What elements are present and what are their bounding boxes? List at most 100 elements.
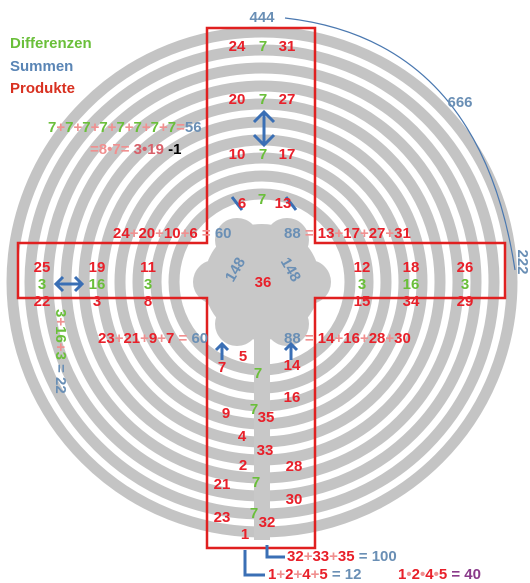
equation-part: + xyxy=(360,225,369,242)
number: 24 xyxy=(229,38,246,55)
number: 3 xyxy=(93,293,101,310)
equation-part: + xyxy=(276,566,285,583)
number: 7 xyxy=(259,91,267,108)
equation-part: + xyxy=(181,225,190,242)
equation-part: + xyxy=(130,225,139,242)
equation-part: = xyxy=(198,225,215,242)
equation-part: 23 xyxy=(98,330,115,347)
number: 32 xyxy=(259,514,276,531)
number: 5 xyxy=(239,348,247,365)
equation-part: 2 xyxy=(412,566,420,583)
arc-label: 666 xyxy=(447,94,472,111)
equation-part: 7 xyxy=(116,119,124,136)
number: 9 xyxy=(222,405,230,422)
equation-part: = xyxy=(301,330,318,347)
number: 20 xyxy=(229,91,246,108)
number: 15 xyxy=(354,293,371,310)
equation: 23+21+9+7 = 60 xyxy=(98,330,208,347)
equation-part: + xyxy=(108,119,117,136)
equation-part: 3 xyxy=(52,352,69,360)
equation-part: + xyxy=(115,330,124,347)
equation-part: 24 xyxy=(113,225,130,242)
number: 6 xyxy=(238,195,246,212)
number: 33 xyxy=(257,442,274,459)
equation-part: 60 xyxy=(215,225,232,242)
number: 7 xyxy=(254,365,262,382)
equation: =8•7= 3•19 -1 xyxy=(90,141,181,158)
number: 3 xyxy=(461,276,469,293)
equation-part: 7 xyxy=(134,119,142,136)
number: 7 xyxy=(258,191,266,208)
equation-part: 6 xyxy=(189,225,197,242)
number: 16 xyxy=(403,276,420,293)
arc-label: 222 xyxy=(514,249,530,274)
equation-part: 30 xyxy=(394,330,411,347)
equation-part: 35 xyxy=(338,548,355,565)
equation-part: + xyxy=(140,330,149,347)
equation-part: + xyxy=(52,343,69,352)
equation-part: 7 xyxy=(48,119,56,136)
equation-part: + xyxy=(293,566,302,583)
equation-part: + xyxy=(334,225,343,242)
number: 18 xyxy=(403,259,420,276)
arc-label: 444 xyxy=(249,9,275,26)
number: 36 xyxy=(255,274,272,291)
equation: 1•2•4•5 = 40 xyxy=(398,566,481,583)
number: 17 xyxy=(279,146,296,163)
labyrinth-diagram: Differenzen Summen Produkte 444 666 222 … xyxy=(0,0,530,583)
equation: 3+16+3 = 22 xyxy=(52,309,69,394)
number: 11 xyxy=(140,259,156,276)
equation-part: 56 xyxy=(185,119,202,136)
equation-part: 28 xyxy=(369,330,386,347)
equation-part: + xyxy=(52,317,69,326)
number: 12 xyxy=(354,259,371,276)
legend-sums: Summen xyxy=(10,58,73,75)
equation-part: 13 xyxy=(318,225,335,242)
equation-part: + xyxy=(157,330,166,347)
number: 4 xyxy=(238,428,247,445)
number: 30 xyxy=(286,491,303,508)
equation-part: = xyxy=(328,566,345,583)
equation-part: = xyxy=(447,566,464,583)
number: 13 xyxy=(275,195,292,212)
equation-part: + xyxy=(385,225,394,242)
equation-part: 9 xyxy=(149,330,157,347)
equation-part: 7 xyxy=(168,119,176,136)
equation-part: + xyxy=(304,548,313,565)
equation-part: 3 xyxy=(52,309,69,317)
legend-products: Produkte xyxy=(10,80,75,97)
number: 25 xyxy=(34,259,51,276)
equation: 1+2+4+5 = 12 xyxy=(268,566,361,583)
equation-part: 7 xyxy=(82,119,90,136)
number: 35 xyxy=(258,409,275,426)
number: 8 xyxy=(144,293,152,310)
number: 2 xyxy=(239,457,247,474)
equation-part: 2 xyxy=(285,566,293,583)
equation-part: + xyxy=(334,330,343,347)
number: 16 xyxy=(284,389,301,406)
equation-part: -1 xyxy=(164,141,182,158)
number: 14 xyxy=(284,357,301,374)
number: 3 xyxy=(144,276,152,293)
equation-part: 10 xyxy=(164,225,181,242)
equation: 7+7+7+7+7+7+7+7=56 xyxy=(48,119,202,136)
number: 27 xyxy=(279,91,296,108)
equation-part: 22 xyxy=(52,377,69,394)
number: 31 xyxy=(279,38,296,55)
equation-part: + xyxy=(159,119,168,136)
equation-part: 5 xyxy=(439,566,447,583)
equation-part: 17 xyxy=(343,225,360,242)
equation-part: 16 xyxy=(343,330,360,347)
number: 7 xyxy=(259,38,267,55)
number: 3 xyxy=(38,276,46,293)
equation: 88 = 13+17+27+31 xyxy=(284,225,411,242)
equation-part: + xyxy=(142,119,151,136)
equation-part: 33 xyxy=(312,548,329,565)
equation: 32+33+35 = 100 xyxy=(287,548,397,565)
equation-part: + xyxy=(385,330,394,347)
equation-part: 7 xyxy=(151,119,159,136)
equation-part: = xyxy=(52,360,69,377)
equation-part: 1 xyxy=(398,566,406,583)
equation-part: + xyxy=(329,548,338,565)
equation-part: 32 xyxy=(287,548,304,565)
